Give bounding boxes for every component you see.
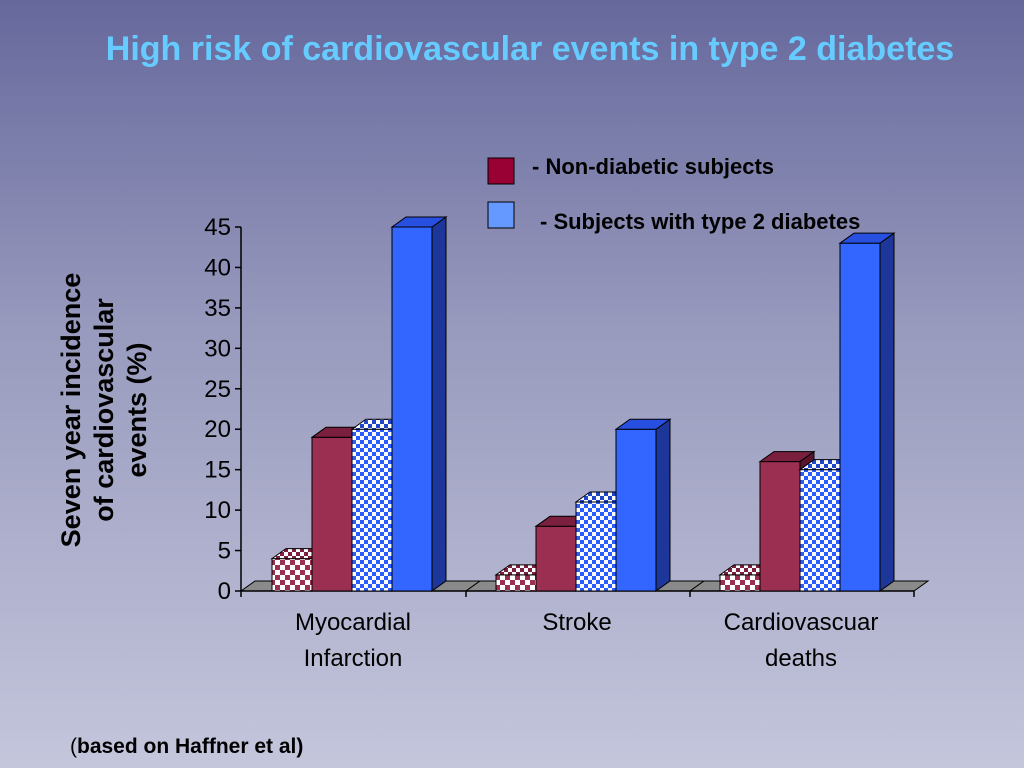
y-tick-label: 0 <box>218 578 231 605</box>
x-category-label: deaths <box>765 645 837 672</box>
bar-front <box>575 501 617 592</box>
bar <box>838 232 896 592</box>
x-category-label: Cardiovascuar <box>724 609 879 636</box>
y-tick-label: 10 <box>204 497 231 524</box>
bar-top <box>838 232 896 244</box>
y-axis-label-line: Seven year incidence <box>56 273 86 548</box>
bar-front <box>495 574 537 592</box>
bar-side <box>655 418 671 592</box>
bar <box>614 418 672 592</box>
bar-front <box>839 242 881 592</box>
bar-top <box>614 418 672 430</box>
footnote: (based on Haffner et al) <box>70 735 303 759</box>
bar-front <box>615 428 657 592</box>
y-tick-label: 35 <box>204 295 231 322</box>
bar-front <box>271 558 313 592</box>
bar-side <box>879 232 895 592</box>
bar-front <box>351 428 393 592</box>
bar-top <box>758 451 816 463</box>
bar-front <box>311 436 353 592</box>
bar-front <box>759 461 801 592</box>
y-axis-label-line: events (%) <box>122 342 152 477</box>
footnote-open-paren: ( <box>70 735 77 758</box>
bar-top <box>390 216 448 228</box>
legend-swatch <box>487 157 515 185</box>
y-tick-label: 5 <box>218 538 231 565</box>
legend-label: - Non-diabetic subjects <box>532 154 774 179</box>
x-category-label: Stroke <box>542 609 611 636</box>
bar-front <box>719 574 761 592</box>
y-axis-label-line: of cardiovascular <box>89 298 119 522</box>
x-category-label: Myocardial <box>295 609 411 636</box>
x-category-label: Infarction <box>304 645 403 672</box>
slide-title: High risk of cardiovascular events in ty… <box>105 30 955 68</box>
chart: 0 5 10 15 20 25 30 35 40 45 Seven year incidence of… <box>56 154 930 672</box>
y-tick-label: 15 <box>204 457 231 484</box>
y-tick-label: 45 <box>204 214 231 241</box>
footnote-text: based on Haffner et al) <box>77 735 304 758</box>
bar <box>390 216 448 592</box>
legend-label: - Subjects with type 2 diabetes <box>540 209 860 234</box>
y-tick-label: 20 <box>204 416 231 443</box>
bar-front <box>535 525 577 592</box>
bar-side <box>431 216 447 592</box>
bar-front <box>391 226 433 592</box>
y-tick-label: 25 <box>204 376 231 403</box>
y-tick-label: 30 <box>204 335 231 362</box>
y-tick-label: 40 <box>204 254 231 281</box>
bar-front <box>799 469 841 592</box>
legend-swatch <box>487 201 515 229</box>
